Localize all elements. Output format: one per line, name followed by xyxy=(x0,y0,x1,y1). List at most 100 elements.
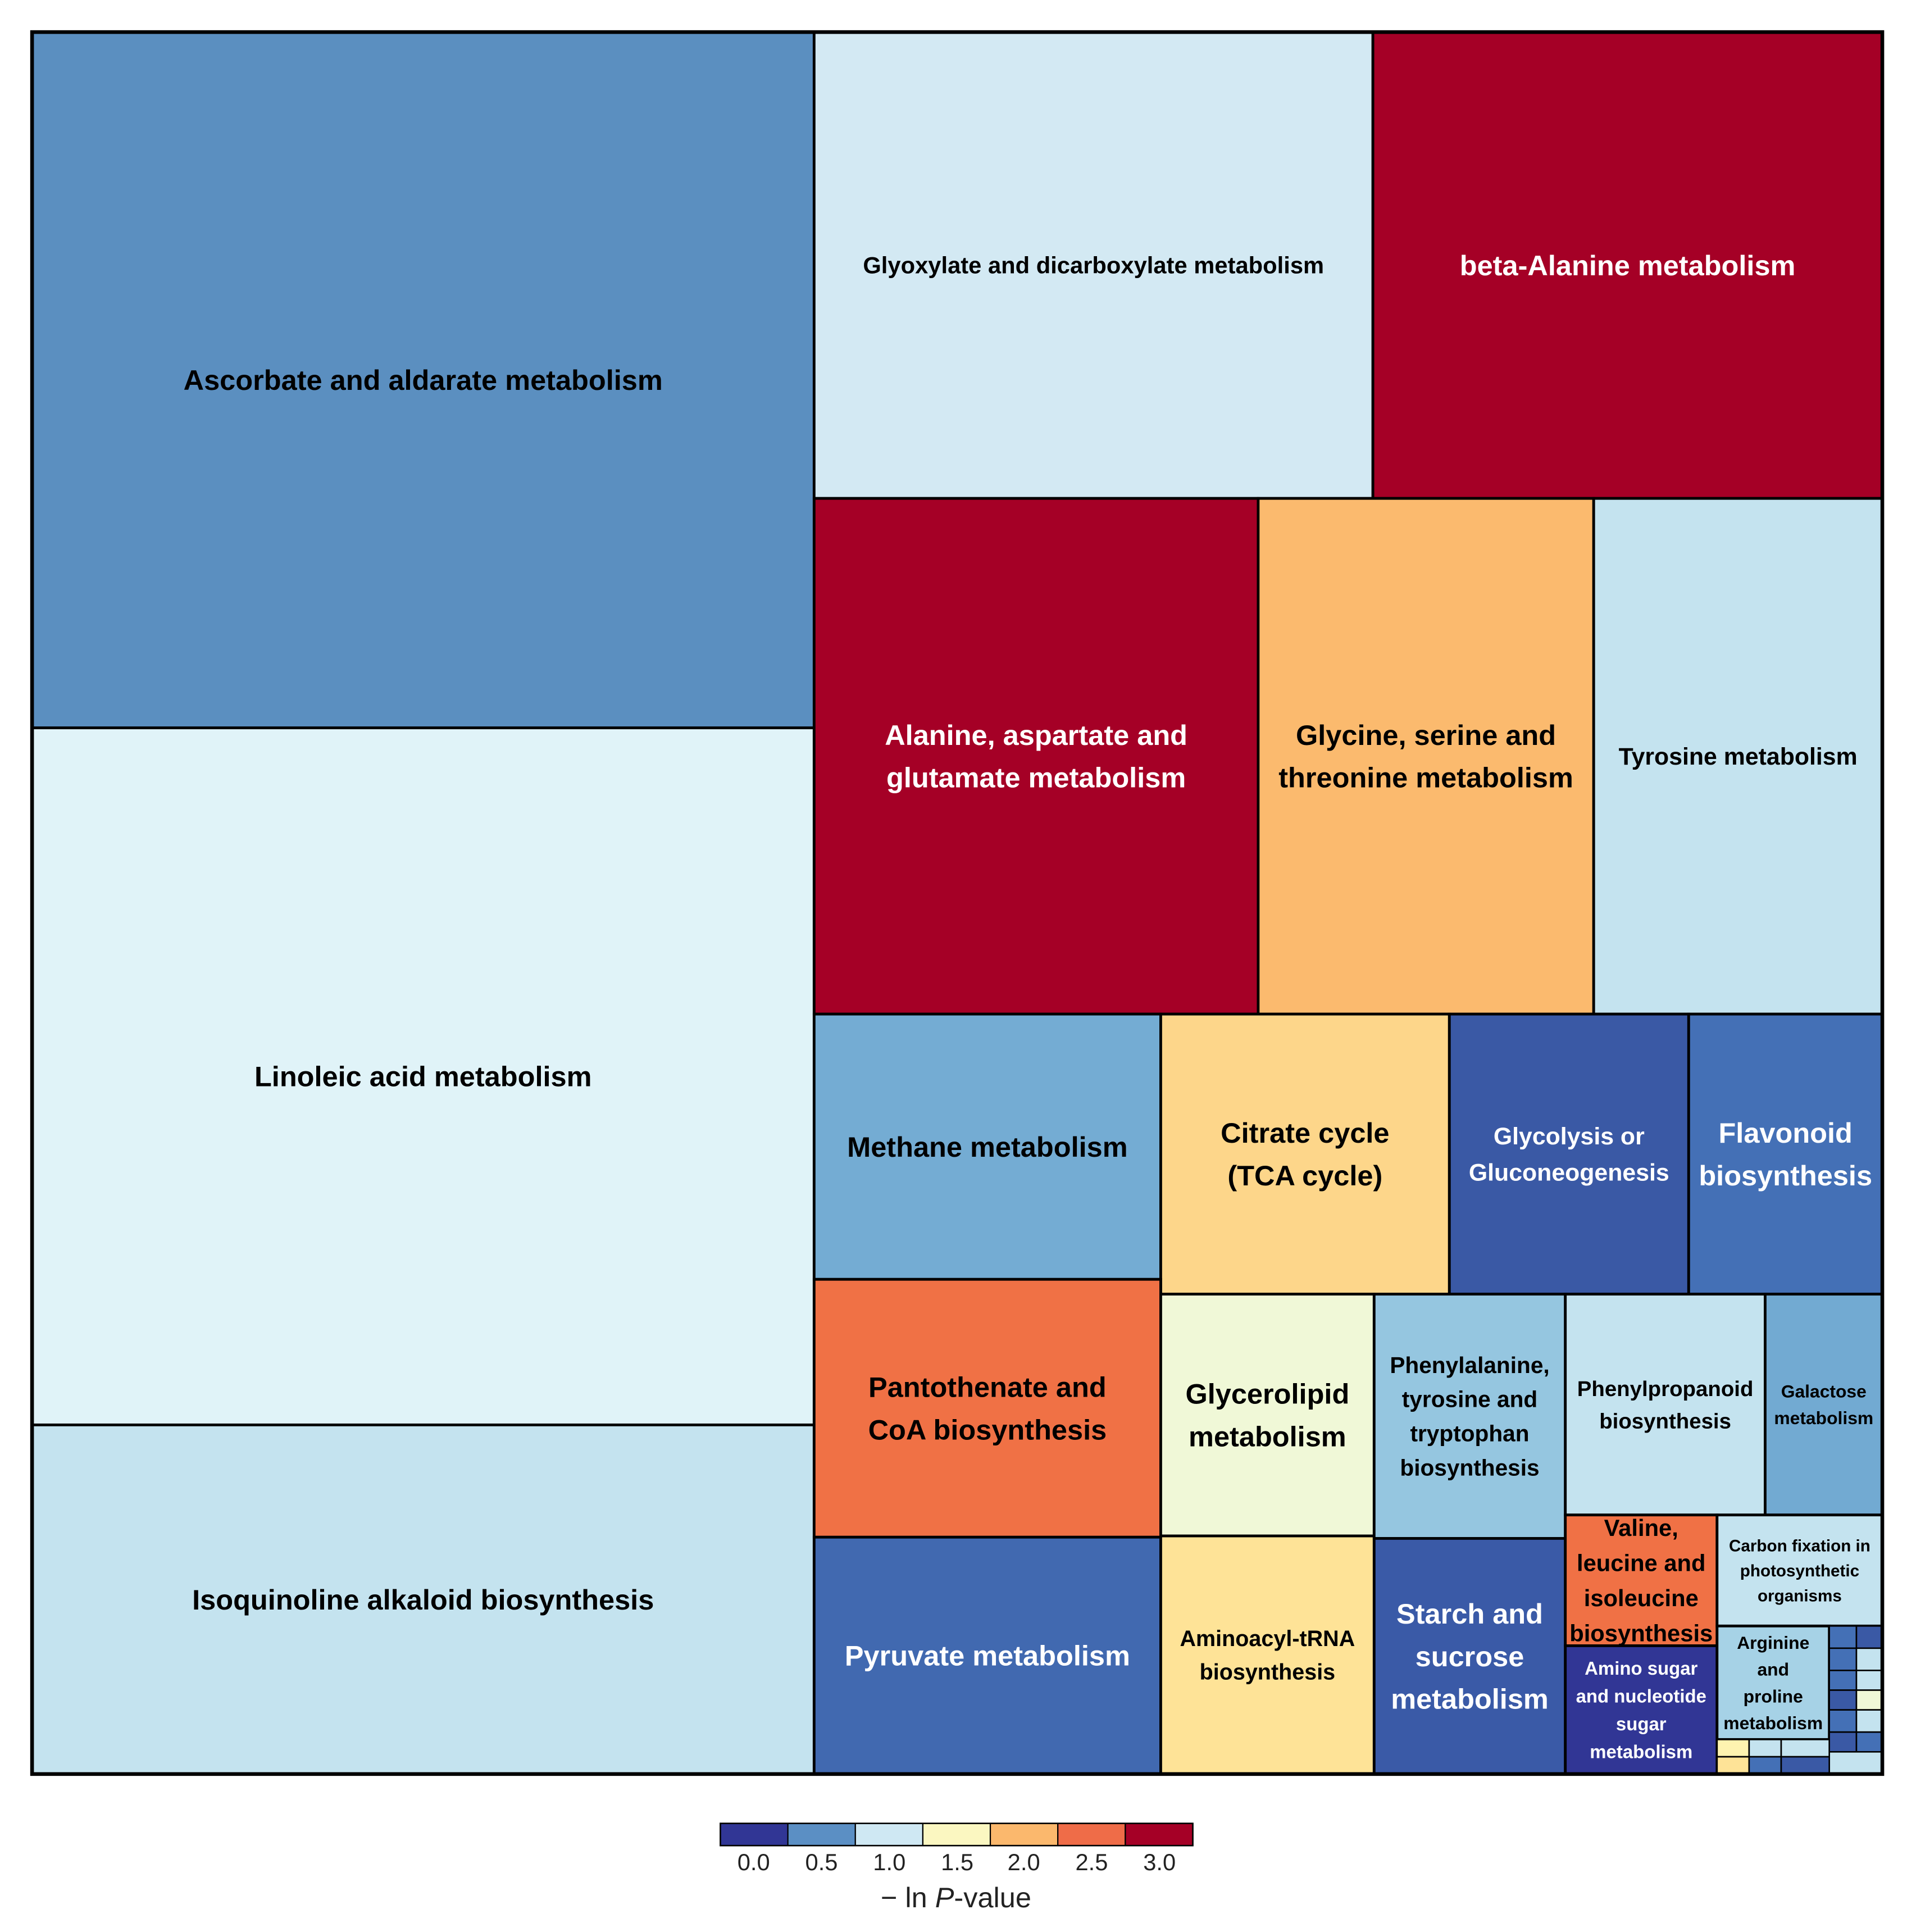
tile-label: Carbon fixation in photosynthetic organism… xyxy=(1729,1536,1870,1605)
small-tile xyxy=(1828,1625,1858,1649)
tile: Isoquinoline alkaloid biosynthesis xyxy=(30,1423,816,1776)
tile-label: Aminoacyl-tRNA biosynthesis xyxy=(1180,1626,1355,1684)
tile-rect xyxy=(812,497,1260,1016)
legend-swatch xyxy=(720,1822,789,1847)
tile: Phenylalanine, tyrosine and tryptophan bios… xyxy=(1372,1293,1567,1540)
small-tile xyxy=(1828,1709,1858,1733)
tile-label: Methane metabolism xyxy=(847,1131,1128,1163)
color-legend: 0.0 0.5 1.0 1.5 2.0 2.5 3.0 − ln P-value xyxy=(720,1822,1194,1913)
legend-tick-label: 3.0 xyxy=(1143,1849,1176,1875)
tile-rect xyxy=(1257,497,1595,1016)
tile-rect xyxy=(1372,1536,1567,1776)
small-tile xyxy=(1828,1670,1858,1691)
tile-label: Ascorbate and aldarate metabolism xyxy=(184,364,663,396)
tile: Phenylpropanoid biosynthesis xyxy=(1564,1293,1767,1517)
treemap-tiles: Ascorbate and aldarate metabolism Linolei… xyxy=(30,30,1885,1776)
small-tile xyxy=(1716,1756,1750,1775)
tile-rect xyxy=(1159,1534,1376,1776)
tile-label: Phenylalanine, tyrosine and tryptophan bios… xyxy=(1390,1352,1549,1481)
tile-rect xyxy=(30,1423,816,1776)
legend-tick-label: 2.5 xyxy=(1075,1849,1108,1875)
tile-rect xyxy=(812,30,1375,500)
tile-rect xyxy=(30,30,816,730)
legend-swatch xyxy=(787,1822,856,1847)
small-tile xyxy=(1855,1625,1883,1649)
tile: Flavonoid biosynthesis xyxy=(1687,1012,1884,1296)
tile: Carbon fixation in photosynthetic organism… xyxy=(1715,1513,1884,1628)
legend-tick-label: 0.5 xyxy=(805,1849,838,1875)
small-tile xyxy=(1748,1739,1782,1758)
small-tile xyxy=(1855,1689,1883,1711)
tile: Aminoacyl-tRNA biosynthesis xyxy=(1159,1534,1376,1776)
small-tile xyxy=(1828,1731,1858,1753)
tile: Linoleic acid metabolism xyxy=(30,726,816,1426)
tile: Citrate cycle (TCA cycle) xyxy=(1159,1012,1451,1296)
tile-label: Pantothenate and CoA biosynthesis xyxy=(868,1371,1107,1446)
tile-rect xyxy=(1715,1513,1884,1628)
tile-rect xyxy=(1715,1624,1831,1741)
small-tile xyxy=(1716,1739,1750,1758)
tile: Galactose metabolism xyxy=(1764,1293,1884,1517)
tile-rect xyxy=(812,1535,1162,1776)
tile-label: beta-Alanine metabolism xyxy=(1460,249,1796,281)
tile-label: Phenylpropanoid biosynthesis xyxy=(1577,1377,1754,1434)
tile: Glycerolipid metabolism xyxy=(1159,1293,1376,1538)
small-tile xyxy=(1828,1689,1858,1711)
tile-rect xyxy=(30,726,816,1426)
tile: Alanine, aspartate and glutamate metaboli… xyxy=(812,497,1260,1016)
legend-swatch xyxy=(1057,1822,1126,1847)
tile-rect xyxy=(1159,1012,1451,1296)
legend-bar-border xyxy=(720,1822,1194,1847)
tile-label: Glyoxylate and dicarboxylate metabolism xyxy=(863,252,1324,279)
legend-swatch xyxy=(922,1822,991,1847)
small-tile xyxy=(1780,1756,1830,1775)
tile-label: Citrate cycle (TCA cycle) xyxy=(1221,1117,1389,1192)
tile-label: Linoleic acid metabolism xyxy=(254,1061,592,1093)
tile-label: Alanine, aspartate and glutamate metaboli… xyxy=(885,719,1187,794)
small-tile xyxy=(1855,1647,1883,1671)
small-tile xyxy=(1780,1739,1830,1758)
tile: Glycolysis or Gluconeogenesis xyxy=(1448,1012,1690,1296)
legend-swatch xyxy=(989,1822,1059,1847)
legend-title: − ln P-value xyxy=(881,1881,1031,1913)
tile: Pyruvate metabolism xyxy=(812,1535,1162,1776)
tile-rect xyxy=(1159,1293,1376,1538)
tile: Ascorbate and aldarate metabolism xyxy=(30,30,816,730)
tile: Glyoxylate and dicarboxylate metabolism xyxy=(812,30,1375,500)
legend-swatch xyxy=(1125,1822,1194,1847)
tile: Valine, leucine and isoleucine biosynthesis xyxy=(1564,1513,1719,1647)
legend-tick-label: 1.5 xyxy=(941,1849,973,1875)
tile-rect xyxy=(812,1012,1162,1281)
tile-label: Isoquinoline alkaloid biosynthesis xyxy=(192,1584,654,1616)
tile-rect xyxy=(1687,1012,1884,1296)
tile-label: Amino sugar and nucleotide sugar metabolism xyxy=(1576,1658,1706,1762)
tile-label: Galactose metabolism xyxy=(1774,1381,1873,1428)
small-tile xyxy=(1748,1756,1782,1775)
legend-tick-label: 0.0 xyxy=(738,1849,770,1875)
tile: beta-Alanine metabolism xyxy=(1371,30,1884,500)
tile: Pantothenate and CoA biosynthesis xyxy=(812,1278,1162,1539)
legend-swatch xyxy=(854,1822,924,1847)
tile: Amino sugar and nucleotide sugar metabolism xyxy=(1564,1644,1719,1776)
tile-label: Glycolysis or Gluconeogenesis xyxy=(1469,1123,1669,1186)
tile: Starch and sucrose metabolism xyxy=(1372,1536,1567,1776)
tile: Methane metabolism xyxy=(812,1012,1162,1281)
tile-label: Glycerolipid metabolism xyxy=(1185,1378,1349,1453)
tile: Tyrosine metabolism xyxy=(1592,497,1884,1016)
tile: Arginine and proline metabolism xyxy=(1715,1624,1831,1741)
small-tile xyxy=(1828,1647,1858,1671)
tile-rect xyxy=(1764,1293,1884,1517)
tile-label: Glycine, serine and threonine metabolism xyxy=(1278,719,1573,794)
tile-rect xyxy=(812,1278,1162,1539)
tile-label: Valine, leucine and isoleucine biosynthesis xyxy=(1569,1515,1713,1647)
chart-border xyxy=(30,30,1885,1776)
legend-tick-label: 2.0 xyxy=(1008,1849,1040,1875)
tile-label: Flavonoid biosynthesis xyxy=(1699,1117,1872,1192)
small-tile xyxy=(1855,1670,1883,1691)
tile: Glycine, serine and threonine metabolism xyxy=(1257,497,1595,1016)
tile-rect xyxy=(1371,30,1884,500)
small-tile xyxy=(1855,1731,1883,1753)
small-tile xyxy=(1828,1751,1883,1775)
tile-label: Arginine and proline metabolism xyxy=(1723,1633,1823,1733)
